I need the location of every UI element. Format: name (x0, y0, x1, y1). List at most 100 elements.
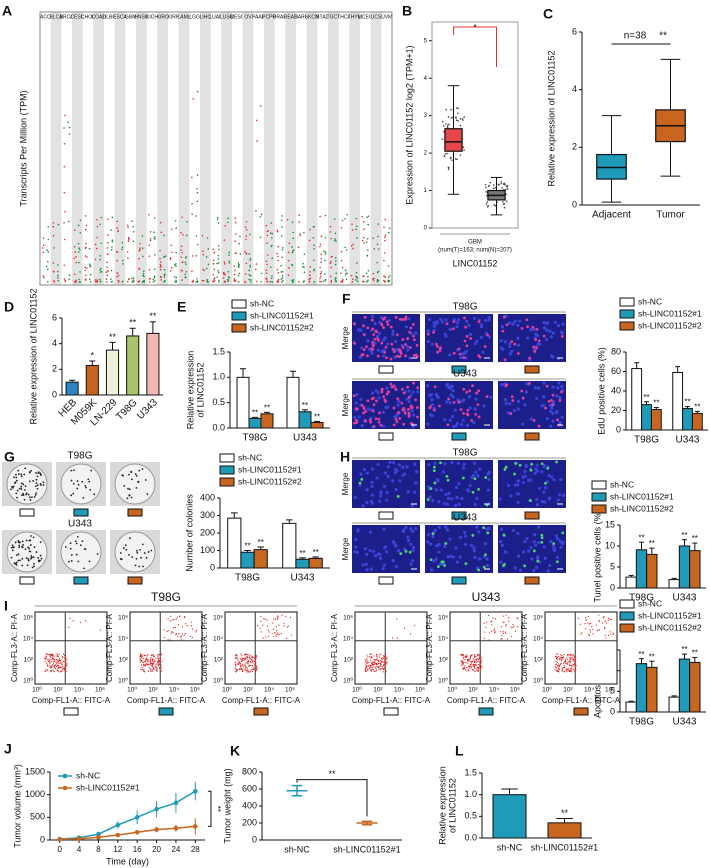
colony (65, 546, 67, 548)
nucleus (354, 538, 357, 541)
event (145, 655, 146, 656)
colony (37, 557, 39, 559)
significance-bracket (297, 780, 367, 817)
sample-dot (90, 281, 92, 283)
event (464, 665, 465, 666)
sample-dot (107, 247, 109, 249)
event (252, 668, 253, 669)
colony (139, 549, 141, 551)
event (564, 671, 565, 672)
stained-cell (477, 389, 480, 392)
nucleus (372, 550, 375, 553)
event (140, 655, 141, 656)
row-title: T98G (67, 451, 92, 462)
nucleus (426, 422, 429, 425)
event (378, 663, 379, 664)
event (605, 635, 606, 636)
stained-cell (482, 526, 485, 529)
nucleus (364, 547, 367, 550)
nucleus (379, 495, 382, 498)
sample-dot (159, 250, 161, 252)
sample-dot (281, 226, 283, 228)
nucleus (499, 540, 502, 543)
colony (120, 552, 122, 554)
event (474, 654, 475, 655)
event (468, 666, 469, 667)
sample-dot (185, 277, 187, 279)
event (152, 660, 153, 661)
nucleus (373, 322, 376, 325)
significance-bracket (208, 791, 211, 826)
sample-dot (377, 223, 379, 225)
sample-dot (216, 263, 218, 265)
nucleus (458, 503, 461, 506)
nucleus (452, 389, 455, 392)
point (77, 837, 82, 842)
bar (690, 551, 700, 588)
nucleus (487, 318, 490, 321)
legend-label: sh-LINC01152#2 (638, 622, 702, 632)
stained-cell (402, 423, 405, 426)
event (46, 669, 47, 670)
nucleus (550, 407, 553, 410)
nucleus (550, 335, 553, 338)
event (373, 659, 374, 660)
bar (673, 372, 683, 430)
sample-dot (202, 235, 204, 237)
stained-cell (363, 333, 366, 336)
significance: ** (302, 401, 308, 410)
nucleus (474, 398, 477, 401)
sample-dot (191, 177, 193, 179)
stained-cell (519, 464, 522, 467)
sample-dot (127, 281, 129, 283)
sample-dot (86, 256, 88, 258)
sample-dot (303, 267, 305, 269)
sample-dot (122, 280, 124, 282)
sample-dot (321, 281, 323, 283)
event (45, 657, 46, 658)
sample-dot (238, 281, 240, 283)
stained-cell (401, 338, 404, 341)
event (478, 659, 479, 660)
nucleus (382, 354, 385, 357)
stained-cell (462, 388, 465, 391)
stained-cell (413, 354, 416, 357)
event (560, 664, 561, 665)
sample-dot (325, 237, 327, 239)
bar (626, 577, 636, 588)
sample-dot (95, 281, 97, 283)
colony (97, 553, 99, 555)
sample-dot (281, 235, 283, 237)
y-tick-label: 20 (611, 405, 621, 415)
legend-label: sh-LINC01152#1 (76, 782, 140, 792)
event (240, 658, 241, 659)
sample-dot (150, 240, 152, 242)
sample-dot (277, 269, 279, 271)
x-tick-label: U343 (293, 433, 317, 444)
colony (135, 473, 137, 475)
plate (61, 464, 101, 504)
event (173, 627, 174, 628)
sample-dot (217, 217, 219, 219)
category-label: MESO (230, 14, 245, 20)
event (484, 631, 485, 632)
event (191, 622, 192, 623)
sample-dot (288, 267, 290, 269)
sample-dot (47, 261, 49, 263)
event (478, 661, 479, 662)
nucleus (521, 476, 524, 479)
flow-tick: 10² (53, 687, 63, 694)
sample-dot (149, 281, 151, 283)
event (149, 660, 150, 661)
event (56, 662, 57, 663)
sample-dot (111, 246, 113, 248)
jitter-dot (506, 201, 508, 203)
colony (89, 560, 91, 562)
event (371, 669, 372, 670)
sample-dot (218, 249, 220, 251)
nucleus (382, 527, 385, 530)
event (380, 669, 381, 670)
sample-dot (75, 281, 77, 283)
event (240, 665, 241, 666)
y-tick-label: 200 (242, 817, 257, 827)
